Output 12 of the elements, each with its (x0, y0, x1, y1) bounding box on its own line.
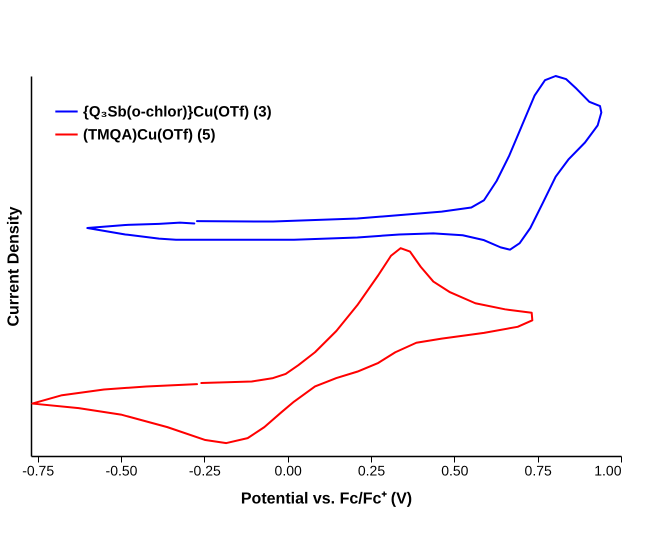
x-axis-title: Potential vs. Fc/Fc⁺ (V) (240, 490, 412, 508)
x-tick-label: 0.50 (441, 462, 469, 478)
x-tick-label: 0.00 (274, 462, 302, 478)
x-tick-label: 1.00 (594, 462, 622, 478)
x-tick-label: 0.25 (358, 462, 386, 478)
y-axis-title: Current Density (6, 206, 22, 327)
x-tick-label: -0.25 (188, 462, 221, 478)
legend-label: (TMQA)Cu(OTf) (5) (83, 126, 216, 144)
x-tick-label: 0.75 (524, 462, 552, 478)
x-tick-label: -0.75 (22, 462, 54, 478)
legend-label: {Q₃Sb(o-chlor)}Cu(OTf) (3) (83, 104, 272, 120)
x-tick-label: -0.50 (106, 462, 138, 478)
